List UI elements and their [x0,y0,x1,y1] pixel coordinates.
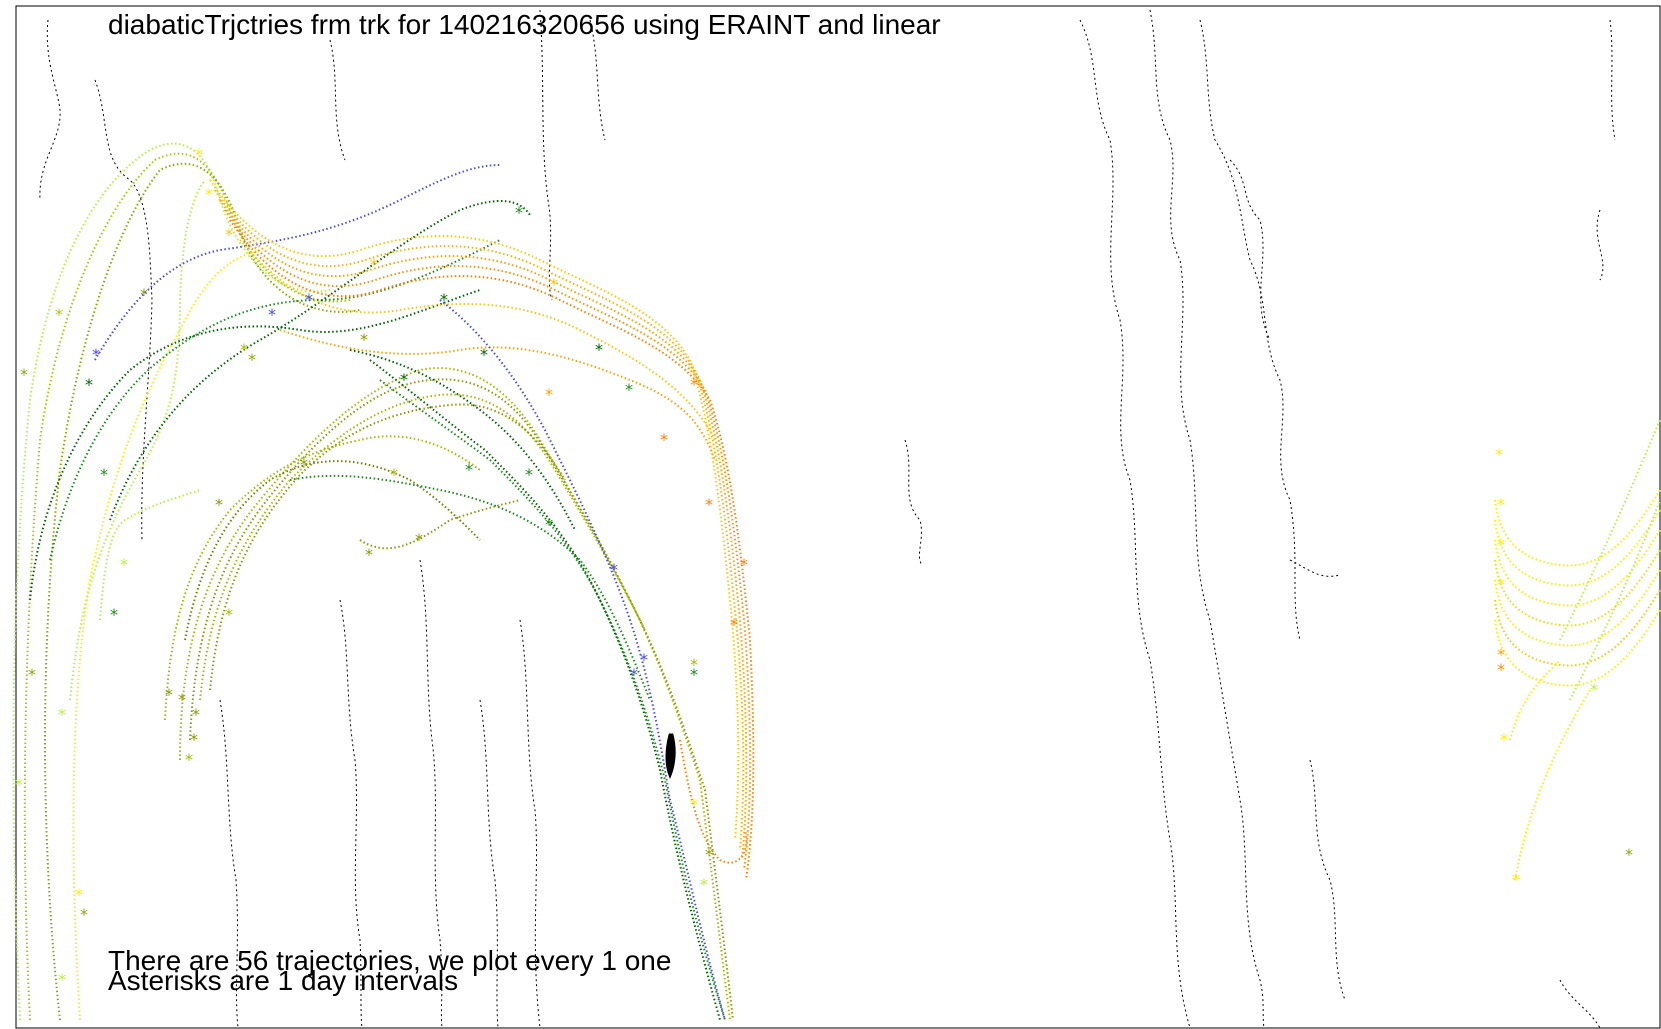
svg-text:*: * [1497,660,1505,679]
svg-text:*: * [1500,730,1508,749]
svg-text:*: * [415,530,423,549]
svg-text:*: * [610,560,618,579]
svg-text:*: * [178,690,186,709]
svg-text:*: * [625,380,633,399]
svg-text:*: * [1497,575,1505,594]
svg-text:*: * [360,330,368,349]
svg-text:*: * [525,465,533,484]
trajectory-bundle-central-green [289,299,726,1021]
svg-text:*: * [640,650,648,669]
svg-text:*: * [705,495,713,514]
svg-text:*: * [690,375,698,394]
svg-text:*: * [550,275,558,294]
svg-text:*: * [80,905,88,924]
svg-text:*: * [690,655,698,674]
svg-text:*: * [110,605,118,624]
svg-text:*: * [700,875,708,894]
trajectory-bundle-central-orange [209,179,755,881]
svg-text:*: * [240,340,248,359]
trajectory-bundle-east [1494,419,1661,881]
plot-title: diabaticTrjctries frm trk for 1402163206… [108,9,941,40]
svg-text:*: * [195,145,203,164]
svg-text:*: * [1495,445,1503,464]
svg-text:*: * [20,365,28,384]
svg-text:*: * [85,375,93,394]
plot-frame [15,5,1661,1029]
svg-text:*: * [58,705,66,724]
svg-text:*: * [300,455,308,474]
svg-text:*: * [205,185,213,204]
svg-text:*: * [248,350,256,369]
svg-text:*: * [100,465,108,484]
svg-text:*: * [1497,495,1505,514]
trajectory-bundle-central-olive [164,367,734,1021]
svg-text:*: * [215,495,223,514]
svg-text:*: * [225,225,233,244]
svg-text:*: * [192,705,200,724]
asterisk-markers: * * * * * * * * * * * * * * * * * * * * … [15,145,1633,989]
svg-text:*: * [660,430,668,449]
svg-text:*: * [630,665,638,684]
svg-text:*: * [1497,535,1505,554]
trajectory-bundle-west [12,142,531,1021]
svg-text:*: * [58,970,66,989]
svg-text:*: * [225,605,233,624]
svg-text:*: * [185,750,193,769]
svg-text:*: * [515,203,523,222]
coastlines [39,9,1616,1029]
svg-text:*: * [75,885,83,904]
svg-text:*: * [165,685,173,704]
svg-text:*: * [545,385,553,404]
svg-text:*: * [1590,680,1598,699]
svg-text:*: * [15,775,23,794]
svg-text:*: * [705,845,713,864]
svg-text:*: * [1497,645,1505,664]
svg-text:*: * [1512,870,1520,889]
svg-text:*: * [305,290,313,309]
svg-text:*: * [365,545,373,564]
svg-text:*: * [545,515,553,534]
asterisk-interval-note: Asterisks are 1 day intervals [108,965,458,996]
svg-text:*: * [28,665,36,684]
svg-text:*: * [690,665,698,684]
svg-text:*: * [480,345,488,364]
svg-text:*: * [120,555,128,574]
svg-text:*: * [730,615,738,634]
svg-text:*: * [400,370,408,389]
svg-text:*: * [1625,845,1633,864]
svg-text:*: * [465,460,473,479]
svg-text:*: * [690,795,698,814]
svg-text:*: * [92,345,100,364]
trajectory-origin-marker [665,733,676,780]
svg-text:*: * [190,730,198,749]
svg-text:*: * [390,465,398,484]
svg-text:*: * [595,340,603,359]
trajectory-count-note: There are 56 trajectories, we plot every… [108,945,671,976]
svg-text:*: * [440,290,448,309]
svg-text:*: * [370,255,378,274]
svg-text:*: * [55,305,63,324]
svg-text:*: * [140,285,148,304]
svg-text:*: * [268,305,276,324]
svg-text:*: * [740,555,748,574]
